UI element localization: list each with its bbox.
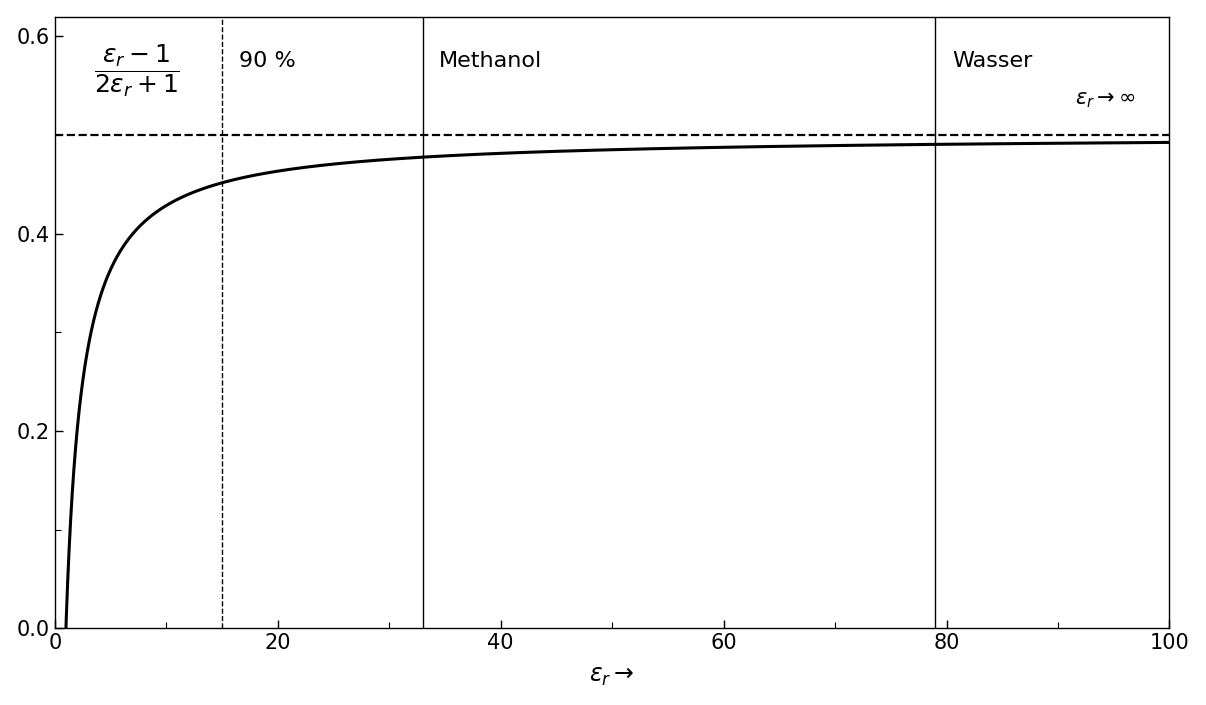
Text: Methanol: Methanol [439,51,543,71]
Text: 90 %: 90 % [239,51,295,71]
Text: $\dfrac{\varepsilon_r - 1}{2\varepsilon_r + 1}$: $\dfrac{\varepsilon_r - 1}{2\varepsilon_… [94,43,180,99]
Text: $\varepsilon_r \rightarrow\infty$: $\varepsilon_r \rightarrow\infty$ [1076,90,1136,111]
Text: Wasser: Wasser [952,51,1032,71]
X-axis label: $\varepsilon_r \rightarrow$: $\varepsilon_r \rightarrow$ [590,664,634,688]
